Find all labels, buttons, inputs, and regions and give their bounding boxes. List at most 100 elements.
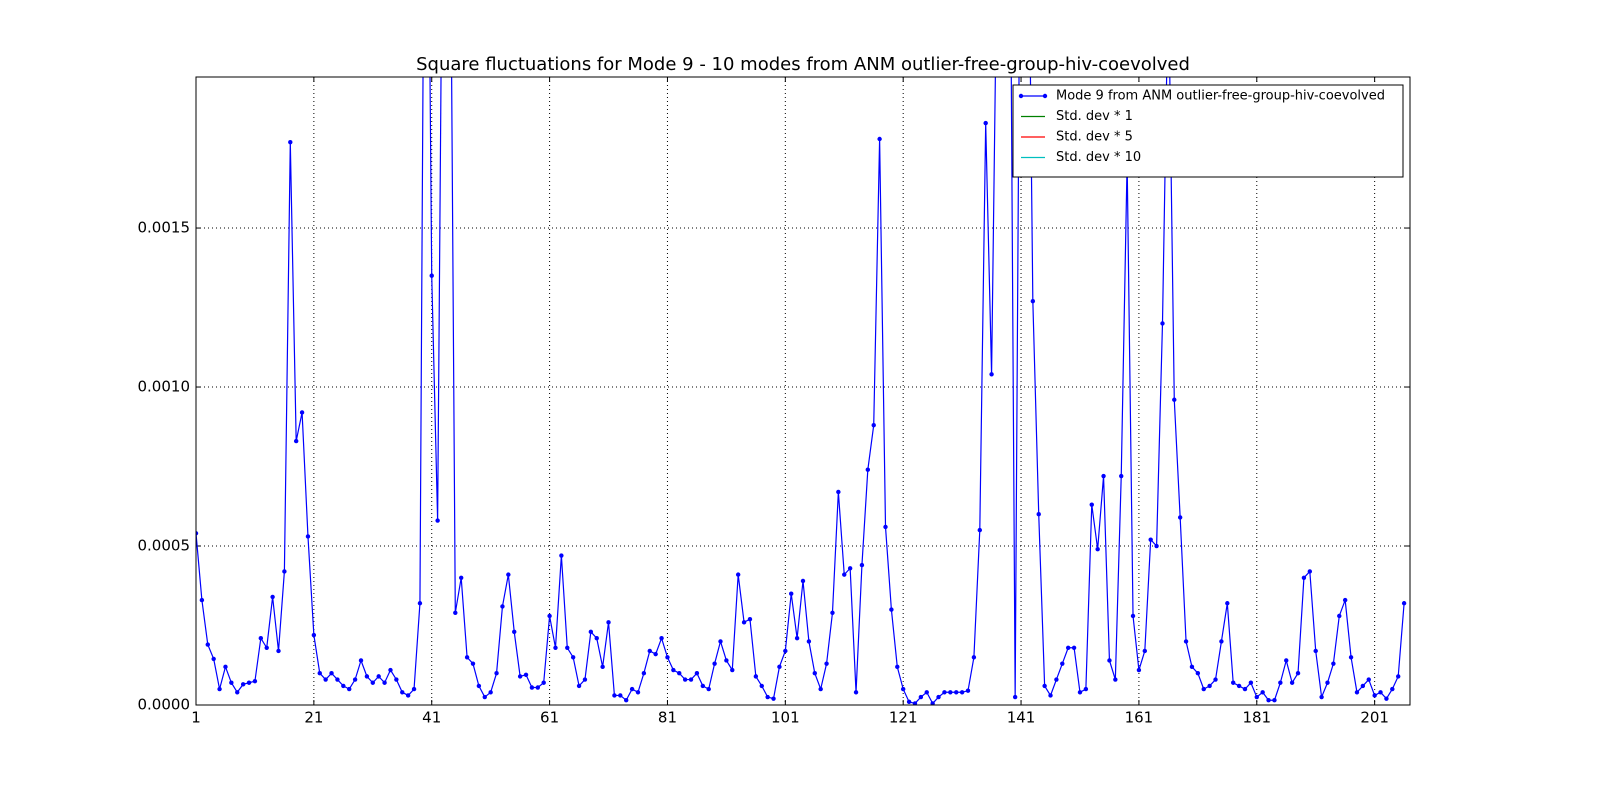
data-point (565, 645, 570, 650)
data-point (1231, 680, 1236, 685)
plot-area (196, 77, 1407, 705)
data-point (794, 636, 800, 641)
data-point (329, 671, 334, 676)
data-point (400, 690, 405, 695)
data-point (700, 683, 706, 689)
data-point (264, 645, 269, 650)
x-tick-label: 161 (1125, 709, 1154, 727)
data-point (199, 597, 205, 603)
data-point (765, 694, 770, 700)
data-point (624, 698, 629, 703)
data-point (724, 658, 729, 663)
data-point (641, 671, 647, 676)
x-tick-label: 121 (889, 709, 918, 727)
data-point (335, 677, 340, 682)
legend-label: Std. dev * 5 (1056, 130, 1133, 145)
data-point (1260, 690, 1265, 695)
data-point (512, 629, 517, 635)
data-point (659, 636, 664, 641)
x-tick-label: 21 (304, 709, 323, 727)
data-point (900, 686, 906, 692)
data-point (282, 569, 287, 574)
data-point (983, 120, 988, 126)
data-line (196, 77, 1405, 705)
data-point (789, 591, 794, 596)
data-point (847, 566, 853, 571)
data-point (1242, 686, 1248, 692)
data-point (959, 690, 965, 695)
data-point (1130, 613, 1136, 619)
data-point (618, 693, 623, 698)
plot-frame (195, 76, 1411, 706)
data-point (924, 690, 929, 695)
data-point (411, 686, 417, 692)
data-point (270, 594, 275, 600)
data-point (747, 616, 753, 622)
data-point (677, 671, 682, 676)
data-point (1384, 696, 1389, 701)
chart-title: Square fluctuations for Mode 9 - 10 mode… (416, 54, 1190, 75)
data-point (347, 686, 352, 692)
x-tick-label: 1 (191, 709, 201, 727)
data-point (582, 677, 588, 682)
data-point (500, 604, 505, 609)
data-point (482, 694, 487, 700)
data-point (912, 701, 918, 705)
data-point (1348, 655, 1354, 660)
y-tick-label: 0.0010 (138, 378, 191, 396)
data-point (1119, 473, 1124, 479)
data-point (559, 553, 564, 558)
legend-label: Std. dev * 1 (1056, 109, 1133, 124)
data-point (305, 534, 311, 539)
data-point (665, 655, 670, 660)
data-point (1225, 601, 1230, 606)
data-point (458, 575, 464, 581)
data-point (1236, 683, 1242, 689)
data-point (753, 674, 759, 679)
data-point (800, 578, 806, 584)
data-point (1342, 597, 1348, 603)
data-point (606, 620, 611, 625)
data-point (435, 518, 440, 523)
data-point (971, 655, 977, 660)
data-point (1354, 690, 1360, 695)
data-point (600, 664, 605, 670)
data-point (1195, 671, 1201, 676)
data-point (417, 601, 423, 606)
data-point (376, 674, 381, 679)
data-point (1301, 575, 1307, 581)
data-point (1189, 664, 1195, 670)
data-point (293, 438, 299, 444)
data-point (464, 655, 470, 660)
x-tick-label: 41 (422, 709, 441, 727)
data-point (1142, 648, 1148, 654)
data-point (211, 656, 216, 662)
y-tick-label: 0.0005 (138, 537, 191, 555)
data-point (1284, 658, 1289, 663)
data-point (470, 661, 476, 666)
data-point (235, 690, 240, 695)
data-point (341, 683, 346, 689)
data-point (682, 677, 688, 682)
data-point (529, 685, 535, 690)
data-point (712, 661, 717, 666)
data-point (588, 629, 594, 635)
legend-marker (1042, 93, 1048, 99)
data-point (382, 680, 387, 685)
data-point (936, 694, 941, 700)
data-point (405, 693, 411, 698)
data-point (358, 658, 364, 663)
data-point (842, 572, 847, 577)
data-point (853, 690, 859, 695)
data-point (1183, 639, 1189, 644)
data-point (1012, 694, 1018, 700)
data-point (965, 688, 971, 693)
data-point (706, 686, 711, 692)
data-point (1201, 686, 1206, 692)
data-point (229, 680, 234, 685)
data-point (889, 607, 894, 612)
data-point (1331, 661, 1336, 666)
data-point (240, 682, 246, 687)
data-point (1101, 473, 1106, 479)
data-point (783, 648, 788, 654)
